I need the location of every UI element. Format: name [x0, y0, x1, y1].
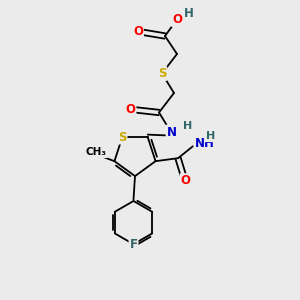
Text: N: N — [167, 125, 177, 139]
Text: H: H — [184, 7, 194, 20]
Text: NH: NH — [194, 137, 214, 150]
Text: F: F — [130, 238, 137, 251]
Text: H: H — [206, 131, 215, 141]
Text: O: O — [181, 174, 190, 187]
Text: O: O — [125, 103, 136, 116]
Text: CH₃: CH₃ — [86, 147, 107, 157]
Text: O: O — [133, 25, 143, 38]
Text: H: H — [183, 121, 192, 131]
Text: O: O — [172, 13, 182, 26]
Text: S: S — [118, 130, 127, 143]
Text: S: S — [158, 67, 166, 80]
